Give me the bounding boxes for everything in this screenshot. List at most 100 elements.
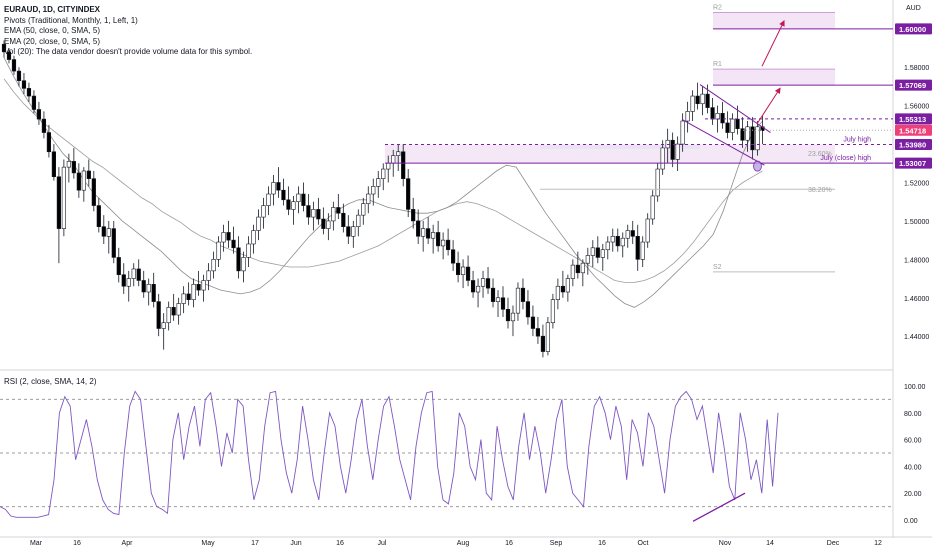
candle[interactable]: [670, 132, 675, 168]
candle[interactable]: [660, 140, 665, 175]
candle[interactable]: [421, 220, 426, 252]
candle[interactable]: [1, 40, 7, 58]
candle[interactable]: [131, 263, 136, 287]
time-axis[interactable]: Mar 16 Apr May 17 Jun 16 Jul Aug 16 Sep 16 Oct Nov 14 D…: [30, 540, 882, 547]
indicator-volume[interactable]: Vol (20): The data vendor doesn't provid…: [4, 47, 253, 57]
candle[interactable]: [166, 301, 171, 331]
candle[interactable]: [720, 101, 725, 129]
candle[interactable]: [111, 220, 116, 264]
candle[interactable]: [156, 293, 161, 337]
candle[interactable]: [690, 90, 695, 122]
candle[interactable]: [206, 263, 211, 291]
candle[interactable]: [216, 236, 221, 268]
rsi-legend[interactable]: RSI (2, close, SMA, 14, 2): [4, 377, 97, 386]
candle[interactable]: [565, 274, 570, 302]
price-label[interactable]: 1.60000: [895, 23, 932, 35]
candle[interactable]: [381, 163, 386, 191]
candle[interactable]: [91, 170, 96, 212]
candle[interactable]: [590, 240, 595, 268]
candle[interactable]: [221, 224, 226, 252]
candle[interactable]: [161, 313, 166, 350]
candle[interactable]: [560, 270, 565, 298]
candle[interactable]: [76, 163, 81, 198]
candle[interactable]: [291, 195, 296, 225]
candle[interactable]: [81, 167, 86, 202]
candle[interactable]: [136, 259, 141, 287]
candle[interactable]: [31, 90, 37, 114]
candle[interactable]: [500, 286, 506, 317]
candle[interactable]: [396, 144, 401, 171]
candle[interactable]: [366, 186, 371, 214]
candle[interactable]: [141, 270, 146, 298]
candle[interactable]: [675, 136, 680, 171]
candle[interactable]: [316, 197, 321, 225]
candle[interactable]: [246, 236, 251, 268]
candle[interactable]: [371, 178, 376, 206]
price-label[interactable]: 1.53980: [895, 138, 932, 150]
candle[interactable]: [211, 251, 216, 279]
candle[interactable]: [480, 270, 486, 298]
candle[interactable]: [61, 159, 66, 237]
candle[interactable]: [406, 169, 411, 218]
candle[interactable]: [426, 217, 431, 244]
candle[interactable]: [301, 182, 306, 212]
candle[interactable]: [585, 247, 590, 275]
candle[interactable]: [655, 163, 660, 202]
candle[interactable]: [266, 186, 271, 216]
candle[interactable]: [465, 255, 471, 287]
candle[interactable]: [470, 270, 476, 298]
candle[interactable]: [326, 213, 331, 241]
candle[interactable]: [570, 259, 575, 287]
candle[interactable]: [306, 194, 311, 225]
candle[interactable]: [126, 270, 131, 302]
candle[interactable]: [71, 147, 76, 179]
candles[interactable]: [1, 40, 765, 358]
candle[interactable]: [685, 101, 690, 133]
candle[interactable]: [181, 286, 186, 314]
candle[interactable]: [336, 194, 341, 219]
candle[interactable]: [151, 272, 156, 308]
candle[interactable]: [441, 232, 446, 260]
candle[interactable]: [575, 251, 580, 279]
candle[interactable]: [36, 101, 42, 125]
candle[interactable]: [241, 251, 246, 283]
candle[interactable]: [286, 186, 291, 216]
candle[interactable]: [460, 259, 466, 289]
candle[interactable]: [416, 209, 421, 244]
candle[interactable]: [431, 224, 436, 254]
candle[interactable]: [725, 111, 730, 139]
candle[interactable]: [530, 305, 536, 337]
candle[interactable]: [26, 82, 32, 102]
candle[interactable]: [555, 278, 560, 310]
candle[interactable]: [490, 278, 496, 308]
candle[interactable]: [106, 220, 111, 254]
price-label[interactable]: 1.55313: [895, 113, 932, 125]
candle[interactable]: [515, 282, 521, 321]
candle[interactable]: [695, 82, 700, 110]
candle[interactable]: [341, 203, 346, 233]
candle[interactable]: [41, 111, 47, 139]
candle[interactable]: [520, 278, 526, 310]
candle[interactable]: [356, 209, 361, 237]
candle[interactable]: [755, 121, 760, 156]
candle[interactable]: [66, 153, 71, 183]
candle[interactable]: [605, 236, 610, 260]
candle[interactable]: [625, 224, 630, 248]
rsi-line[interactable]: [0, 390, 779, 518]
candle[interactable]: [650, 190, 655, 225]
candle[interactable]: [296, 186, 301, 214]
candle[interactable]: [505, 297, 511, 329]
candle[interactable]: [436, 220, 441, 252]
candle[interactable]: [700, 86, 705, 116]
candle[interactable]: [730, 113, 735, 141]
candle[interactable]: [171, 293, 176, 321]
candle[interactable]: [401, 144, 406, 187]
candle[interactable]: [376, 170, 381, 198]
candle[interactable]: [276, 167, 281, 198]
candle[interactable]: [271, 174, 276, 206]
indicator-ema50[interactable]: EMA (50, close, 0, SMA, 5): [4, 26, 101, 36]
candle[interactable]: [101, 215, 106, 244]
candle[interactable]: [251, 224, 256, 254]
candle[interactable]: [615, 228, 620, 252]
